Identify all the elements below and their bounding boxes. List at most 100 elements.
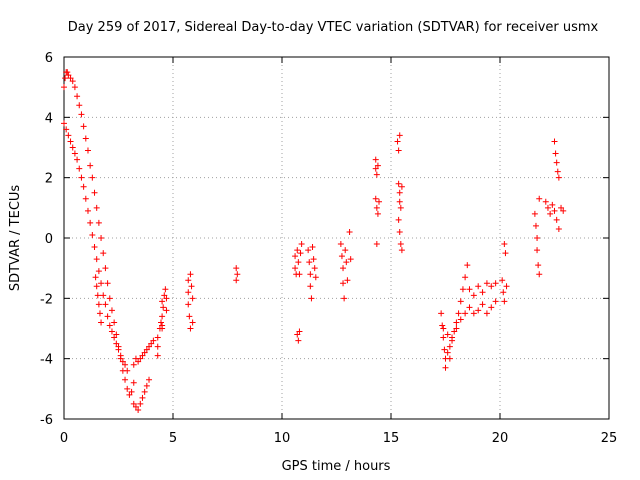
data-points xyxy=(61,69,567,413)
data-point xyxy=(555,225,562,232)
data-point xyxy=(446,343,453,350)
data-point xyxy=(338,253,345,260)
data-point xyxy=(111,319,118,326)
data-point xyxy=(137,400,144,407)
data-point xyxy=(160,304,167,311)
data-point xyxy=(135,358,142,365)
data-point xyxy=(158,319,165,326)
data-point xyxy=(294,247,301,254)
data-point xyxy=(553,216,560,223)
data-point xyxy=(462,274,469,281)
data-point xyxy=(96,310,103,317)
data-point xyxy=(444,331,451,338)
data-point xyxy=(146,343,153,350)
y-tick-label: 4 xyxy=(45,111,53,126)
data-point xyxy=(372,195,379,202)
data-point xyxy=(444,349,451,356)
data-point xyxy=(106,322,113,329)
data-point xyxy=(470,310,477,317)
data-point xyxy=(373,204,380,211)
data-point xyxy=(74,93,81,100)
data-point xyxy=(312,274,319,281)
data-point xyxy=(84,207,91,214)
data-point xyxy=(534,247,541,254)
data-point xyxy=(93,283,100,290)
data-point xyxy=(558,204,565,211)
data-point xyxy=(104,313,111,320)
data-point xyxy=(295,337,302,344)
y-tick-label: -2 xyxy=(40,292,53,307)
data-point xyxy=(346,228,353,235)
data-point xyxy=(135,406,142,413)
data-point xyxy=(185,289,192,296)
data-point xyxy=(446,355,453,362)
data-point xyxy=(464,262,471,269)
data-point xyxy=(531,210,538,217)
data-point xyxy=(187,271,194,278)
x-tick-label: 20 xyxy=(492,431,509,446)
data-point xyxy=(395,216,402,223)
data-point xyxy=(462,310,469,317)
data-point xyxy=(442,364,449,371)
data-point xyxy=(398,183,405,190)
data-point xyxy=(65,132,72,139)
data-point xyxy=(307,271,314,278)
data-point xyxy=(549,201,556,208)
data-point xyxy=(555,174,562,181)
data-point xyxy=(139,394,146,401)
data-point xyxy=(76,102,83,109)
data-point xyxy=(102,265,109,272)
data-point xyxy=(63,126,70,133)
data-point xyxy=(80,183,87,190)
data-point xyxy=(492,298,499,305)
data-point xyxy=(119,358,126,365)
data-point xyxy=(92,274,99,281)
data-point xyxy=(396,228,403,235)
data-point xyxy=(122,376,129,383)
data-point xyxy=(186,313,193,320)
data-point xyxy=(91,244,98,251)
data-point xyxy=(347,256,354,263)
data-point xyxy=(441,346,448,353)
data-point xyxy=(234,271,241,278)
y-tick-labels: -6 -4 -2 0 2 4 6 xyxy=(40,51,53,428)
data-point xyxy=(532,222,539,229)
data-point xyxy=(189,319,196,326)
data-point xyxy=(475,307,482,314)
data-point xyxy=(310,256,317,263)
x-tick-label: 5 xyxy=(169,431,177,446)
data-point xyxy=(154,352,161,359)
data-point xyxy=(130,400,137,407)
data-point xyxy=(479,289,486,296)
data-point xyxy=(189,295,196,302)
data-point xyxy=(308,295,315,302)
data-point xyxy=(502,250,509,257)
data-point xyxy=(374,210,381,217)
data-point xyxy=(439,322,446,329)
data-point xyxy=(342,247,349,254)
data-point xyxy=(71,150,78,157)
data-point xyxy=(307,283,314,290)
data-point xyxy=(294,331,301,338)
data-point xyxy=(130,361,137,368)
data-point xyxy=(373,241,380,248)
data-point xyxy=(154,334,161,341)
data-point xyxy=(154,343,161,350)
data-point xyxy=(163,307,170,314)
data-point xyxy=(396,189,403,196)
data-point xyxy=(311,265,318,272)
data-point xyxy=(470,292,477,299)
data-point xyxy=(61,120,67,127)
data-point xyxy=(395,147,402,154)
data-point xyxy=(306,259,313,266)
data-point xyxy=(344,277,351,284)
data-point xyxy=(396,132,403,139)
data-point xyxy=(440,325,447,332)
data-point xyxy=(552,150,559,157)
data-point xyxy=(78,174,85,181)
data-point xyxy=(475,283,482,290)
data-point xyxy=(82,195,89,202)
data-point xyxy=(102,301,109,308)
data-point xyxy=(534,235,541,241)
data-point xyxy=(292,253,299,260)
